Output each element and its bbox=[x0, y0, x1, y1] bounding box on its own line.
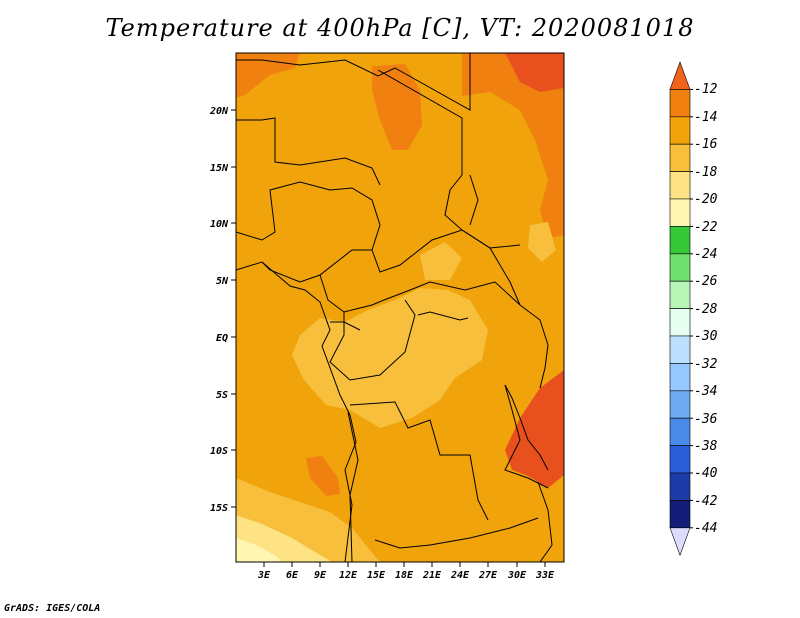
colorbar-label: -28 bbox=[694, 302, 718, 317]
lat-label: 20N bbox=[209, 106, 229, 117]
longitude-axis: 3E 6E 9E 12E 15E 18E 21E 24E 27E 30E 33E bbox=[257, 562, 555, 581]
lat-label: EQ bbox=[216, 333, 228, 344]
fill-warm-northeast bbox=[462, 53, 564, 238]
lat-label: 15N bbox=[210, 163, 229, 174]
border-lake-malawi bbox=[527, 439, 549, 471]
colorbar-label: -26 bbox=[694, 274, 718, 289]
fill-hot-ne-corner bbox=[505, 53, 564, 92]
colorbar-segment bbox=[669, 500, 691, 529]
lon-label: 9E bbox=[314, 570, 327, 581]
border-uganda-kenya bbox=[519, 304, 549, 389]
colorbar-label: -34 bbox=[694, 384, 717, 399]
colorbar-label: -22 bbox=[694, 220, 718, 235]
border-coast-gulf bbox=[236, 261, 357, 562]
lat-label: 5N bbox=[216, 276, 229, 287]
colorbar-segment bbox=[669, 417, 691, 446]
grads-credit: GrADS: IGES/COLA bbox=[4, 603, 101, 614]
border-mozambique bbox=[537, 481, 553, 562]
lon-label: 18E bbox=[395, 570, 414, 581]
colorbar-segment bbox=[669, 171, 691, 200]
border-nile-east bbox=[469, 174, 479, 226]
border-chad-car bbox=[371, 229, 521, 306]
colorbar-segment bbox=[669, 89, 691, 118]
colorbar-segment bbox=[669, 198, 691, 227]
lon-label: 6E bbox=[286, 570, 299, 581]
colorbar-label: -20 bbox=[694, 192, 718, 207]
border-mali-niger bbox=[236, 117, 381, 186]
lat-label: 10N bbox=[210, 219, 229, 230]
colorbar-label: -16 bbox=[694, 137, 718, 152]
colorbar-label: -44 bbox=[694, 521, 717, 536]
colorbar-label: -38 bbox=[694, 439, 718, 454]
colorbar-segments bbox=[669, 61, 693, 557]
border-tanzania bbox=[504, 384, 549, 489]
colorbar-label: -14 bbox=[694, 110, 717, 125]
border-angola-zambia bbox=[347, 411, 359, 562]
colorbar-segment bbox=[669, 116, 691, 145]
colorbar-label: -12 bbox=[694, 82, 718, 97]
lon-label: 21E bbox=[422, 570, 442, 581]
colorbar-labels: -12 -14 -16 -18 -20 -22 -24 -26 -28 -30 … bbox=[694, 82, 718, 536]
border-zambia-south bbox=[374, 517, 539, 549]
lon-label: 15E bbox=[367, 570, 386, 581]
colorbar-label: -40 bbox=[694, 466, 718, 481]
chart-title: Temperature at 400hPa [C], VT: 202008101… bbox=[105, 14, 695, 42]
colorbar-label: -32 bbox=[694, 357, 718, 372]
border-congo-river bbox=[417, 311, 469, 321]
lon-label: 27E bbox=[478, 570, 498, 581]
latitude-axis: 20N 15N 10N 5N EQ 5S 10S 15S bbox=[209, 106, 236, 514]
colorbar-label: -24 bbox=[694, 247, 717, 262]
fill-warm-northwest bbox=[236, 53, 300, 98]
colorbar-segment bbox=[669, 335, 691, 364]
colorbar: -12 -14 -16 -18 -20 -22 -24 -26 -28 -30 … bbox=[669, 61, 718, 557]
fill-hot-lakes bbox=[505, 370, 564, 488]
border-nigeria bbox=[236, 181, 381, 283]
border-drc-angola bbox=[349, 401, 489, 521]
colorbar-label: -30 bbox=[694, 329, 718, 344]
colorbar-segment bbox=[669, 143, 691, 172]
colorbar-segment bbox=[669, 363, 691, 392]
lon-label: 24E bbox=[450, 570, 470, 581]
colorbar-label: -42 bbox=[694, 494, 718, 509]
colorbar-segment bbox=[669, 308, 691, 337]
colorbar-segment bbox=[669, 445, 691, 474]
fill-cool-north bbox=[420, 242, 462, 280]
border-gabon bbox=[330, 321, 361, 331]
lat-label: 10S bbox=[210, 446, 228, 457]
temperature-field bbox=[236, 53, 564, 562]
fill-cool-center bbox=[292, 288, 488, 428]
fill-coolest-corner bbox=[236, 538, 282, 562]
colorbar-segment bbox=[669, 527, 691, 557]
colorbar-segment bbox=[669, 253, 691, 282]
lat-label: 15S bbox=[210, 503, 228, 514]
fill-warm-sahara bbox=[372, 64, 422, 150]
country-borders bbox=[236, 53, 553, 562]
lon-label: 30E bbox=[507, 570, 527, 581]
border-lake-tanganyika bbox=[504, 384, 529, 441]
colorbar-segment bbox=[669, 226, 691, 255]
lon-label: 12E bbox=[339, 570, 358, 581]
colorbar-label: -36 bbox=[694, 412, 718, 427]
colorbar-segment bbox=[669, 472, 691, 501]
lon-label: 3E bbox=[257, 570, 271, 581]
colorbar-label: -18 bbox=[694, 165, 718, 180]
fill-warm-angola bbox=[306, 456, 340, 496]
map-frame bbox=[235, 52, 565, 563]
fill-cool-east bbox=[528, 222, 556, 262]
colorbar-segment bbox=[669, 280, 691, 309]
border-algeria-libya bbox=[236, 53, 471, 111]
colorbar-segment bbox=[669, 61, 691, 90]
border-car-drc bbox=[383, 281, 521, 306]
border-congo-drc bbox=[329, 299, 416, 381]
lat-label: 5S bbox=[216, 390, 228, 401]
colorbar-segment bbox=[669, 390, 691, 419]
lon-label: 33E bbox=[535, 570, 555, 581]
